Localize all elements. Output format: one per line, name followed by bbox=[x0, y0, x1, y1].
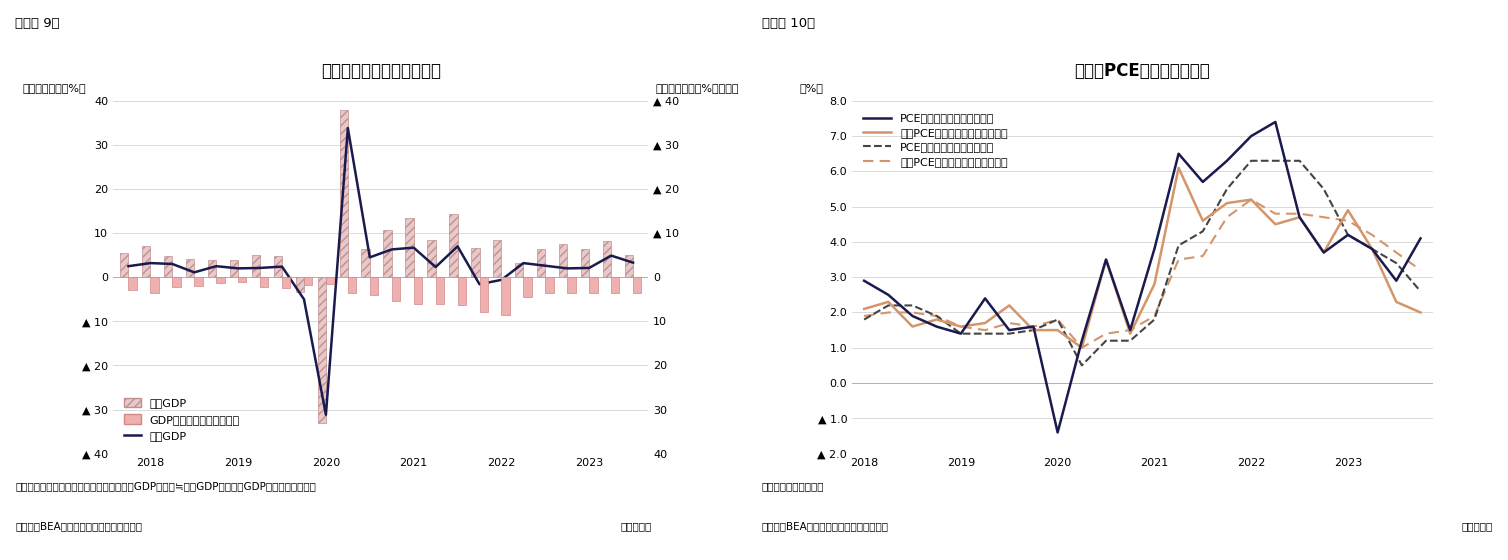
Legend: PCE価格指数（前期比年率）, コアPCE価格指数（前期比年率）, PCE価格指数（前年同期比）, コアPCE価格指数（前年同期比）: PCE価格指数（前期比年率）, コアPCE価格指数（前期比年率）, PCE価格指… bbox=[864, 114, 1007, 167]
Bar bbox=[172, 277, 181, 287]
Bar bbox=[611, 277, 620, 293]
Text: （四半期）: （四半期） bbox=[1461, 521, 1493, 531]
Bar bbox=[480, 277, 487, 312]
Bar bbox=[427, 240, 436, 277]
Bar bbox=[406, 218, 413, 277]
Bar bbox=[436, 277, 443, 304]
Bar bbox=[633, 277, 641, 293]
Text: （図表 10）: （図表 10） bbox=[762, 17, 814, 30]
Bar bbox=[537, 249, 546, 277]
Bar bbox=[567, 277, 576, 293]
Bar bbox=[318, 277, 326, 423]
Bar bbox=[259, 277, 268, 287]
Bar bbox=[546, 277, 553, 293]
Bar bbox=[164, 255, 172, 277]
Bar bbox=[151, 277, 158, 293]
Bar bbox=[195, 277, 202, 286]
Bar bbox=[362, 249, 369, 277]
Bar bbox=[238, 277, 246, 282]
Text: （注）季節調整済系列: （注）季節調整済系列 bbox=[762, 482, 823, 492]
Bar bbox=[392, 277, 400, 301]
Bar bbox=[326, 277, 335, 284]
Bar bbox=[502, 277, 510, 315]
Bar bbox=[369, 277, 379, 295]
Bar bbox=[121, 253, 128, 277]
Bar bbox=[339, 110, 348, 277]
Bar bbox=[559, 244, 567, 277]
Bar bbox=[493, 240, 502, 277]
Bar bbox=[185, 259, 195, 277]
Bar bbox=[305, 277, 312, 285]
Bar bbox=[603, 241, 611, 277]
Bar bbox=[516, 263, 523, 277]
Text: （資料）BEAよりニッセイ基礎研究所作成: （資料）BEAよりニッセイ基礎研究所作成 bbox=[15, 521, 142, 531]
Bar bbox=[282, 277, 291, 288]
Bar bbox=[470, 248, 480, 277]
Text: （注）季節調整済系列の前期比年率、実質GDP伸び率≒名目GDP伸び率－GDPデフレータ伸び率: （注）季節調整済系列の前期比年率、実質GDP伸び率≒名目GDP伸び率－GDPデフ… bbox=[15, 482, 317, 492]
Bar bbox=[383, 230, 392, 277]
Bar bbox=[413, 277, 422, 304]
Legend: 名目GDP, GDPデフレータ（右逆軸）, 実質GDP: 名目GDP, GDPデフレータ（右逆軸）, 実質GDP bbox=[124, 398, 240, 441]
Bar bbox=[208, 260, 216, 277]
Bar bbox=[252, 255, 259, 277]
Bar bbox=[581, 249, 590, 277]
Text: 米国の名目と実質の成長率: 米国の名目と実質の成長率 bbox=[321, 62, 440, 80]
Text: 米国のPCE価格指数伸び率: 米国のPCE価格指数伸び率 bbox=[1074, 62, 1211, 80]
Bar bbox=[348, 277, 356, 293]
Text: （図表 9）: （図表 9） bbox=[15, 17, 60, 30]
Bar bbox=[624, 255, 633, 277]
Text: （%）: （%） bbox=[799, 83, 823, 93]
Text: （資料）BEAよりニッセイ基礎研究所作成: （資料）BEAよりニッセイ基礎研究所作成 bbox=[762, 521, 888, 531]
Bar bbox=[216, 277, 225, 283]
Bar bbox=[457, 277, 466, 305]
Text: （前期比年率、%、逆軸）: （前期比年率、%、逆軸） bbox=[656, 83, 739, 93]
Bar bbox=[142, 246, 151, 277]
Bar bbox=[273, 256, 282, 277]
Bar bbox=[229, 259, 238, 277]
Bar bbox=[296, 277, 305, 292]
Text: （前期比年率、%）: （前期比年率、%） bbox=[23, 83, 86, 93]
Bar bbox=[128, 277, 137, 291]
Bar bbox=[590, 277, 597, 293]
Text: （四半期）: （四半期） bbox=[620, 521, 651, 531]
Bar bbox=[449, 214, 457, 277]
Bar bbox=[523, 277, 532, 297]
